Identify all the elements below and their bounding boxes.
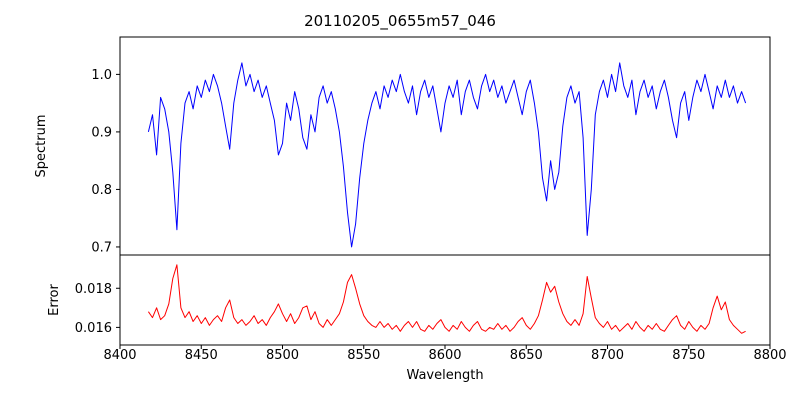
error-y-tick-label: 0.016 bbox=[75, 321, 112, 336]
error-panel-border bbox=[119, 254, 771, 346]
spectrum-y-axis-label: Spectrum bbox=[34, 115, 49, 178]
spectrum-y-tick-label: 0.9 bbox=[91, 125, 112, 140]
x-tick-label: 8750 bbox=[672, 348, 705, 363]
error-y-tick-label: 0.018 bbox=[75, 282, 112, 297]
x-tick-label: 8500 bbox=[266, 348, 299, 363]
x-tick-label: 8400 bbox=[103, 348, 136, 363]
x-tick-label: 8450 bbox=[185, 348, 218, 363]
spectrum-line bbox=[147, 62, 747, 248]
error-line bbox=[147, 264, 746, 334]
x-tick-label: 8600 bbox=[428, 348, 461, 363]
x-tick-label: 8800 bbox=[753, 348, 786, 363]
spectrum-y-tick-label: 0.7 bbox=[91, 240, 112, 255]
spectrum-panel-border bbox=[119, 36, 771, 256]
x-tick-label: 8650 bbox=[510, 348, 543, 363]
x-tick-label: 8700 bbox=[591, 348, 624, 363]
x-axis-label: Wavelength bbox=[406, 368, 483, 383]
spectrum-y-tick-label: 1.0 bbox=[91, 68, 112, 83]
error-y-axis-label: Error bbox=[47, 284, 62, 316]
spectrum-y-tick-label: 0.8 bbox=[91, 183, 112, 198]
x-tick-label: 8550 bbox=[347, 348, 380, 363]
chart-layer: 0.7 0.8 0.9 1.0 0.016 0.018 8400 8450 8500 8550 86… bbox=[75, 36, 787, 363]
chart-title: 20110205_0655m57_046 bbox=[304, 12, 496, 31]
